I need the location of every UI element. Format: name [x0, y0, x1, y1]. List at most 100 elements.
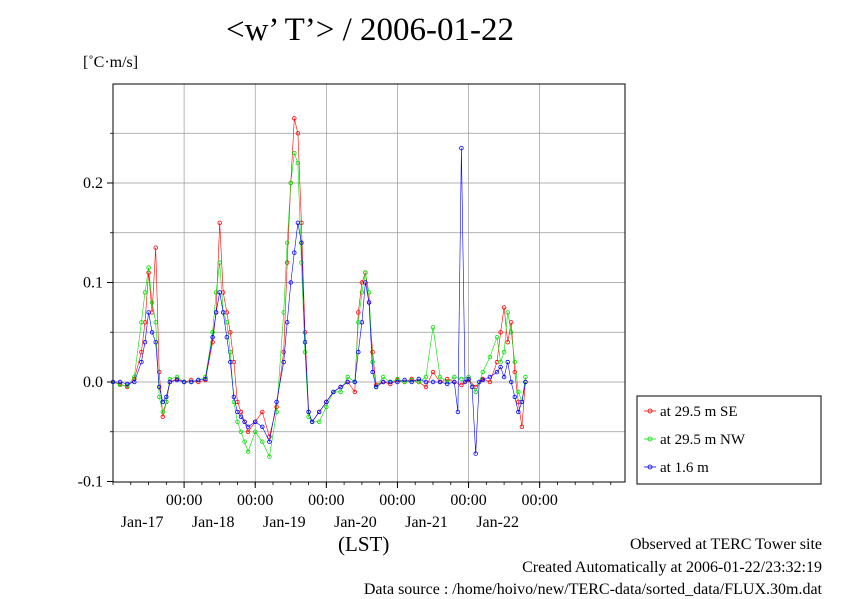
data-point — [445, 376, 450, 382]
data-point — [487, 379, 493, 385]
data-point — [242, 439, 247, 444]
data-point — [395, 376, 400, 382]
x-tick-time: 00:00 — [521, 492, 557, 509]
data-point — [245, 429, 251, 434]
data-point — [381, 379, 386, 385]
data-point — [512, 359, 517, 365]
data-point — [505, 359, 510, 365]
data-point — [153, 340, 158, 345]
data-point — [196, 377, 201, 383]
data-point — [516, 389, 521, 395]
data-point — [164, 394, 169, 400]
data-point — [139, 320, 144, 325]
data-point — [459, 376, 464, 382]
data-point — [231, 399, 237, 405]
data-point — [285, 320, 290, 325]
data-point — [338, 389, 343, 395]
data-point — [224, 335, 229, 340]
legend-swatch-marker — [647, 408, 653, 414]
data-point — [430, 379, 436, 385]
data-point — [480, 377, 485, 383]
data-point — [288, 180, 293, 186]
data-point — [295, 131, 301, 136]
data-point — [149, 300, 155, 305]
data-point — [285, 260, 290, 265]
data-point — [242, 419, 247, 424]
x-axis-label: (LST) — [338, 532, 390, 556]
data-point — [352, 389, 357, 395]
data-point — [245, 424, 251, 429]
data-point — [117, 382, 123, 388]
data-point — [452, 379, 457, 385]
data-point — [281, 349, 286, 355]
data-point — [281, 359, 286, 365]
footer-site: Observed at TERC Tower site — [629, 536, 822, 553]
data-point — [274, 399, 279, 405]
data-point — [260, 409, 265, 415]
data-point — [498, 330, 503, 335]
data-point — [437, 379, 443, 385]
x-tick-time: 00:00 — [166, 492, 202, 509]
data-point — [494, 335, 500, 340]
data-point — [501, 305, 507, 310]
data-point — [174, 374, 180, 380]
plot-frame — [112, 83, 626, 483]
data-point — [370, 369, 375, 375]
y-tick-label: -0.1 — [78, 474, 103, 491]
data-point — [149, 330, 155, 335]
data-point — [416, 376, 421, 382]
data-point — [217, 220, 222, 225]
data-point — [473, 389, 478, 395]
data-point — [516, 409, 521, 415]
data-point — [146, 310, 151, 315]
data-point — [156, 369, 162, 375]
data-point — [487, 354, 493, 360]
x-tick-time: 00:00 — [450, 492, 486, 509]
data-point — [110, 379, 116, 385]
data-point — [235, 419, 240, 424]
data-point — [345, 379, 350, 385]
data-point — [509, 379, 514, 385]
data-point — [228, 359, 233, 365]
data-point — [160, 414, 165, 419]
data-point — [509, 330, 514, 335]
data-point — [356, 349, 361, 355]
data-point — [160, 409, 165, 415]
data-point — [498, 364, 503, 370]
data-point — [331, 389, 336, 395]
data-point — [423, 379, 429, 385]
series-group — [110, 116, 528, 459]
legend-label: at 29.5 m SE — [660, 404, 738, 420]
data-point — [281, 310, 286, 315]
legend-box — [636, 395, 822, 485]
legend: at 29.5 m SE at 29.5 m NW at 1.6 m — [636, 395, 822, 485]
data-point — [228, 349, 233, 355]
data-point — [139, 359, 144, 365]
data-point — [477, 379, 482, 385]
data-point — [288, 280, 293, 285]
data-point — [146, 265, 151, 270]
data-point — [359, 320, 365, 325]
data-point — [363, 280, 368, 285]
data-point — [523, 374, 528, 380]
data-point — [217, 290, 222, 295]
grid-lines — [113, 84, 625, 482]
data-point — [409, 379, 414, 385]
data-point — [356, 310, 361, 315]
data-point — [324, 404, 329, 410]
data-point — [260, 439, 265, 444]
data-point — [132, 379, 137, 385]
data-point — [285, 240, 290, 245]
data-point — [466, 376, 471, 382]
data-point — [217, 260, 222, 265]
y-tick-label: 0.2 — [83, 175, 103, 192]
data-point — [345, 374, 350, 380]
data-point — [292, 250, 297, 255]
data-point — [352, 379, 357, 385]
data-point — [167, 379, 173, 385]
series-3 — [110, 145, 528, 456]
data-point — [455, 409, 461, 415]
data-point — [505, 310, 510, 315]
data-point — [238, 429, 244, 434]
